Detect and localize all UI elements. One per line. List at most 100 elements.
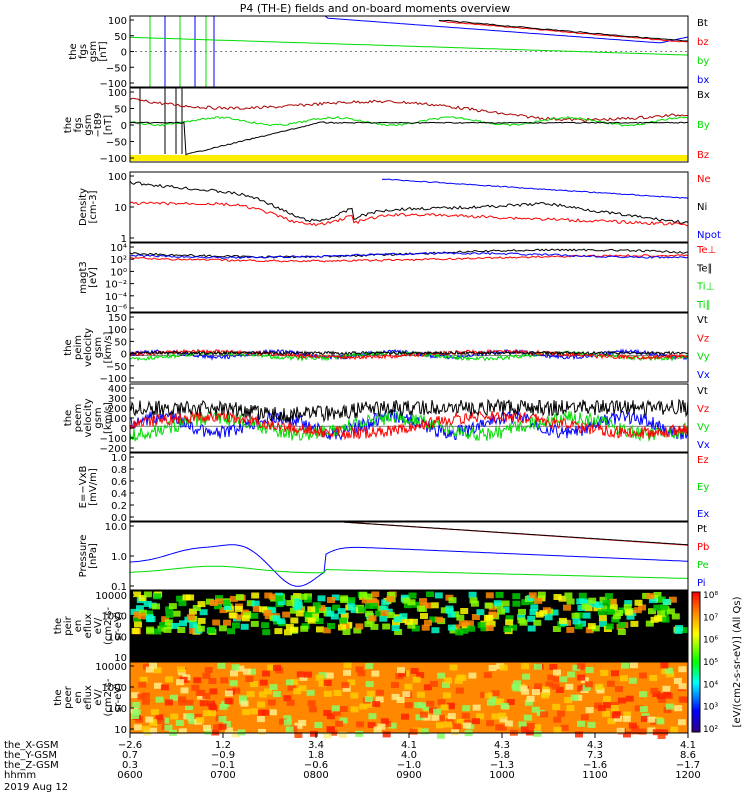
legend-entry: By (697, 120, 710, 131)
spectrogram-cell (153, 593, 162, 600)
ylabel-line: [km/s] (103, 331, 114, 363)
spectrogram-cell (447, 624, 456, 631)
spectrogram-cell (660, 662, 669, 669)
spectrogram-cell (326, 713, 335, 720)
ylabel: the peer en eflux eV/(cm2-s-sr-eV) (53, 678, 124, 716)
spectrogram-cell (590, 601, 599, 608)
spectrogram-cell (364, 696, 373, 703)
spectrogram-cell (585, 627, 594, 634)
ylabel-line: peir (63, 615, 74, 635)
spectrogram-cell (456, 614, 465, 621)
spectrogram-cell (608, 598, 617, 605)
spectrogram-cell (242, 668, 251, 675)
spectrogram-cell (192, 605, 201, 611)
spectrogram-cell (202, 672, 211, 679)
spectrogram-cell (607, 718, 616, 725)
spectrogram-cell (138, 681, 147, 688)
spectrogram-cell (652, 691, 661, 698)
ylabel-line: Pressure (78, 535, 89, 578)
spectrogram-cell (315, 618, 324, 624)
spectrogram-cell (209, 600, 218, 606)
spectrogram-cell (658, 696, 667, 703)
spectrogram-cell (411, 625, 420, 632)
axis-row-value: 1100 (582, 770, 607, 781)
spectrogram-cell (224, 727, 233, 734)
axis-row-value: 4.0 (401, 750, 417, 761)
spectrogram-cell (460, 627, 469, 634)
spectrogram-cell (307, 606, 316, 613)
spectrogram-cell (323, 606, 331, 613)
ytick-label: 50 (114, 337, 127, 348)
page-title: P4 (TH-E) fields and on-board moments ov… (240, 2, 511, 15)
spectrogram-cell (234, 605, 243, 612)
spectrogram-cell (142, 692, 150, 699)
spectrogram-cell (327, 623, 336, 629)
spectrogram-cell (678, 666, 687, 673)
ytick-label: 0 (121, 48, 127, 59)
axis-row-value: 4.3 (587, 740, 603, 751)
series-pe (129, 565, 688, 579)
spectrogram-cell (623, 731, 631, 738)
spectrogram-cell (638, 728, 647, 735)
spectrogram-cell (272, 691, 281, 698)
spectrogram-cell (572, 664, 581, 671)
spectrogram-cell (648, 608, 656, 615)
spectrogram-cell (505, 615, 514, 622)
spectrogram-cell (566, 705, 575, 712)
spectrogram-cell (145, 666, 154, 673)
ytick-label: −100 (100, 79, 127, 90)
colorbar-tick: 10² (703, 725, 718, 735)
spectrogram-cell (501, 600, 510, 607)
axis-row-value: 7.3 (587, 750, 603, 761)
axis-row-value: 4.3 (494, 740, 510, 751)
spectrogram-cell (386, 612, 395, 619)
spectrogram-cell (296, 671, 305, 678)
spectrogram-cell (290, 679, 299, 686)
spectrogram-cell (250, 708, 259, 715)
spectrogram-cell (574, 623, 583, 630)
spectrogram-cell (605, 623, 614, 630)
ylabel-line: fgs (78, 44, 89, 59)
spectrogram-cell (287, 684, 296, 691)
spectrogram-cell (549, 664, 558, 670)
spectrogram-cell (267, 699, 276, 706)
spectrogram-cell (217, 662, 226, 669)
spectrogram-cell (522, 673, 531, 680)
spectrogram-cell (484, 602, 493, 609)
colorbar-tick: 10⁴ (703, 680, 718, 690)
ylabel-line: velocity (83, 328, 94, 367)
ytick-label: 1 (121, 234, 127, 245)
flag-bar (130, 155, 688, 161)
ylabel: the fgs gsm [nT] (68, 41, 109, 62)
spectrogram-cell (530, 604, 539, 611)
legend-entry: Vy (697, 422, 710, 433)
ytick-label: 10 (114, 203, 127, 214)
ylabel: the peem velocity gsm [km/s] (63, 398, 114, 437)
spectrogram-cell (560, 724, 569, 731)
spectrogram-cell (527, 615, 536, 622)
spectrogram-cell (401, 713, 409, 720)
spectrogram-cell (131, 692, 140, 699)
spectrogram-cell (476, 609, 485, 616)
spectrogram-cell (215, 595, 223, 602)
spectrogram-cell (310, 730, 318, 737)
spectrogram-cell (462, 722, 471, 729)
spectrogram-cell (186, 713, 195, 720)
legend-entry: Te∥ (696, 263, 713, 274)
ytick-label: 100 (108, 88, 127, 99)
ytick-label: 0 (121, 424, 127, 435)
axis-row-value: 1.8 (308, 750, 324, 761)
axis-row-value: −0.1 (211, 760, 235, 771)
spectrogram-cell (341, 682, 350, 689)
spectrogram-cell (236, 665, 245, 672)
spectrogram-cell (252, 605, 261, 612)
spectrogram-cell (283, 719, 292, 726)
spectrogram-cell (611, 712, 620, 719)
ylabel-line: gsm (88, 41, 99, 62)
spectrogram-cell (257, 701, 265, 708)
spectrogram-cell (596, 687, 605, 694)
spectrogram-cell (133, 615, 141, 622)
spectrogram-cell (370, 599, 379, 606)
panel-frame (129, 590, 689, 662)
spectrogram-cell (653, 604, 662, 611)
